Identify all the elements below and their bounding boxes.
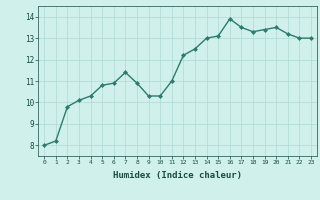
X-axis label: Humidex (Indice chaleur): Humidex (Indice chaleur)	[113, 171, 242, 180]
